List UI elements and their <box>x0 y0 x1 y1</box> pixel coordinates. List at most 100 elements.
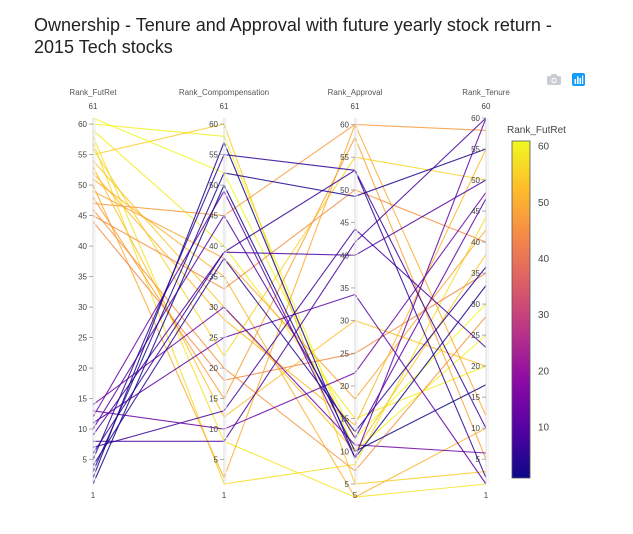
data-line <box>92 183 487 485</box>
axis-tick-label: 25 <box>78 334 87 343</box>
data-line <box>92 178 487 498</box>
axis-tick-label: 5 <box>476 455 481 464</box>
axis-tick-label: 5 <box>214 456 219 465</box>
data-line <box>92 142 487 485</box>
axis-tick-label: 60 <box>471 114 480 123</box>
axis-tick-label: 15 <box>471 393 480 402</box>
colorbar-title: Rank_FutRet <box>507 125 566 136</box>
data-line <box>92 209 487 472</box>
axis-tick-label: 10 <box>471 424 480 433</box>
axis-tick-label: 35 <box>78 273 87 282</box>
axis-tick-label: 25 <box>209 334 218 343</box>
axis-tick-label: 30 <box>78 303 87 312</box>
data-line <box>92 306 487 454</box>
axis-tick-label: 5 <box>345 480 350 489</box>
axis-tick-label: 20 <box>209 364 218 373</box>
axis-tick-label: 35 <box>471 269 480 278</box>
data-line <box>92 179 487 436</box>
colorbar-tick-label: 50 <box>538 198 550 209</box>
axis-rank-approval[interactable]: Rank_Approval 61 55 10 15 20 25 30 35 40 45 50 55 60 <box>328 88 383 500</box>
axis-tick-label: 20 <box>471 362 480 371</box>
axis-title: Rank_Approval <box>328 88 383 97</box>
colorbar-tick-label: 40 <box>538 254 550 265</box>
axis-range-min-label: 1 <box>222 491 227 500</box>
axis-tick-label: 35 <box>340 284 349 293</box>
data-line <box>92 189 487 290</box>
axis-range-max-label: 61 <box>351 102 360 111</box>
data-line <box>92 192 487 430</box>
axis-tick-label: 20 <box>78 364 87 373</box>
axis-range-min-label: 1 <box>91 491 96 500</box>
axis-tick-label: 10 <box>78 425 87 434</box>
colorbar-tick-label: 60 <box>538 142 550 153</box>
axis-tick-label: 10 <box>209 425 218 434</box>
axis-tick-label: 10 <box>340 447 349 456</box>
data-line <box>92 257 487 466</box>
data-line <box>92 140 487 479</box>
axis-tick-label: 60 <box>340 121 349 130</box>
axis-tick-label: 55 <box>78 151 87 160</box>
colorbar-tick-label: 10 <box>538 422 550 433</box>
plotly-logo-icon[interactable] <box>570 72 586 86</box>
modebar <box>546 70 586 88</box>
axis-tick-label: 15 <box>340 415 349 424</box>
colorbar: Rank_FutRet 10 20 30 40 50 60 <box>507 125 566 479</box>
axis-range-min-label: 5 <box>353 491 358 500</box>
axis-tick-label: 40 <box>78 242 87 251</box>
axis-tick-label: 40 <box>471 238 480 247</box>
axis-tick-label: 60 <box>78 120 87 129</box>
axis-tick-label: 55 <box>471 145 480 154</box>
axis-tick-label: 45 <box>471 207 480 216</box>
axis-tick-label: 60 <box>209 120 218 129</box>
axis-title: Rank_FutRet <box>69 88 117 97</box>
data-line <box>92 190 487 400</box>
data-line <box>92 129 487 420</box>
axis-tick-label: 20 <box>340 382 349 391</box>
axis-range-min-label: 1 <box>484 491 489 500</box>
axis-tick-label: 50 <box>340 186 349 195</box>
camera-icon[interactable] <box>546 72 562 86</box>
data-line <box>92 123 487 217</box>
axis-range-max-label: 61 <box>220 102 229 111</box>
axis-tick-label: 45 <box>209 212 218 221</box>
axis-tick-label: 55 <box>340 153 349 162</box>
axis-tick-label: 30 <box>340 317 349 326</box>
axis-tick-label: 35 <box>209 273 218 282</box>
data-line <box>92 160 487 453</box>
axis-range-max-label: 61 <box>89 102 98 111</box>
axis-tick-label: 5 <box>83 456 88 465</box>
axis-tick-label: 40 <box>209 242 218 251</box>
data-line <box>92 148 487 473</box>
axis-range-max-label: 60 <box>482 102 491 111</box>
data-line <box>93 117 487 442</box>
data-line <box>92 221 487 381</box>
colorbar-tick-label: 30 <box>538 310 550 321</box>
axis-tick-label: 55 <box>209 151 218 160</box>
data-line <box>92 166 487 418</box>
axis-tick-label: 40 <box>340 251 349 260</box>
data-lines <box>92 117 487 498</box>
axis-tick-label: 50 <box>471 176 480 185</box>
data-line <box>92 154 487 479</box>
axis-tick-label: 25 <box>471 331 480 340</box>
data-line <box>92 228 487 448</box>
axis-title: Rank_Tenure <box>462 88 510 97</box>
axis-tick-label: 30 <box>471 300 480 309</box>
data-line <box>92 136 487 460</box>
axis-tick-label: 15 <box>78 395 87 404</box>
axis-title: Rank_Compompensation <box>179 88 269 97</box>
data-line <box>92 293 487 485</box>
axis-tick-label: 25 <box>340 349 349 358</box>
axis-tick-label: 50 <box>78 181 87 190</box>
data-line <box>92 169 487 454</box>
chart-title: Ownership - Tenure and Approval with fut… <box>34 15 552 57</box>
axis-rank-compompensation[interactable]: Rank_Compompensation61151015202530354045… <box>179 88 269 500</box>
axis-tick-label: 50 <box>209 181 218 190</box>
axis-tick-label: 45 <box>78 212 87 221</box>
axis-tick-label: 45 <box>340 219 349 228</box>
colorbar-tick-label: 20 <box>538 366 550 377</box>
axis-tick-label: 15 <box>209 395 218 404</box>
